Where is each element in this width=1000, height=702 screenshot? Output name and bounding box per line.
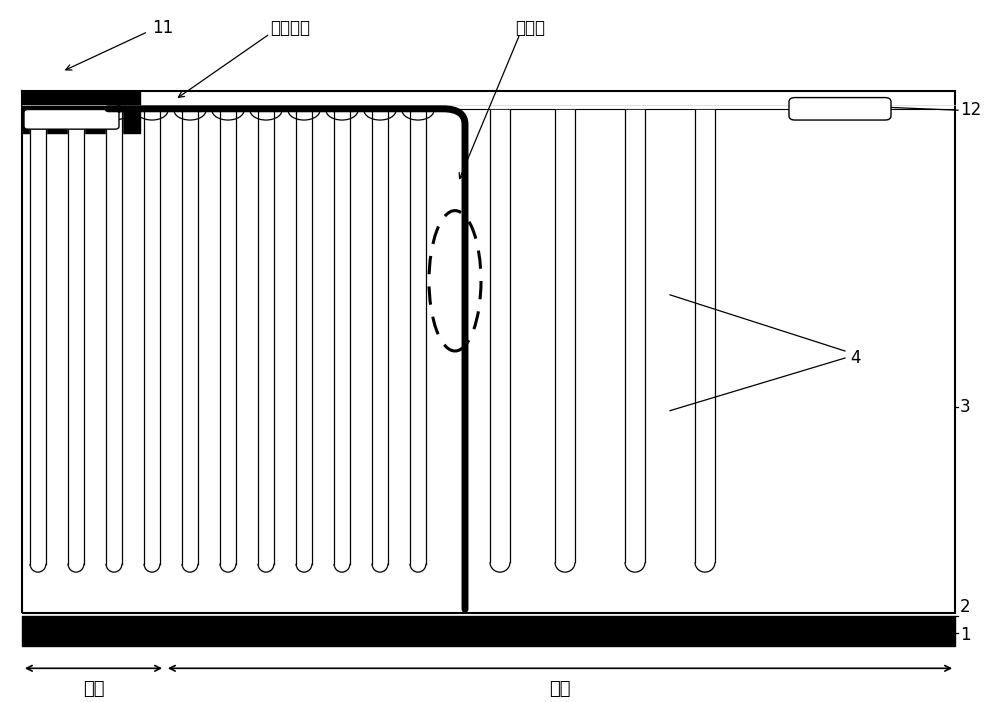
Text: 雪崩电流: 雪崩电流 [270, 19, 310, 37]
FancyBboxPatch shape [789, 98, 891, 120]
Text: 击穿点: 击穿点 [515, 19, 545, 37]
Text: 4: 4 [850, 349, 860, 367]
Text: 11: 11 [152, 19, 173, 37]
Text: 1: 1 [960, 626, 971, 644]
Text: 12: 12 [960, 101, 981, 119]
FancyBboxPatch shape [24, 110, 119, 129]
Text: 元胞: 元胞 [83, 680, 104, 698]
Text: 终端: 终端 [549, 680, 571, 698]
Text: 2: 2 [960, 598, 971, 616]
Text: 3: 3 [960, 398, 971, 416]
